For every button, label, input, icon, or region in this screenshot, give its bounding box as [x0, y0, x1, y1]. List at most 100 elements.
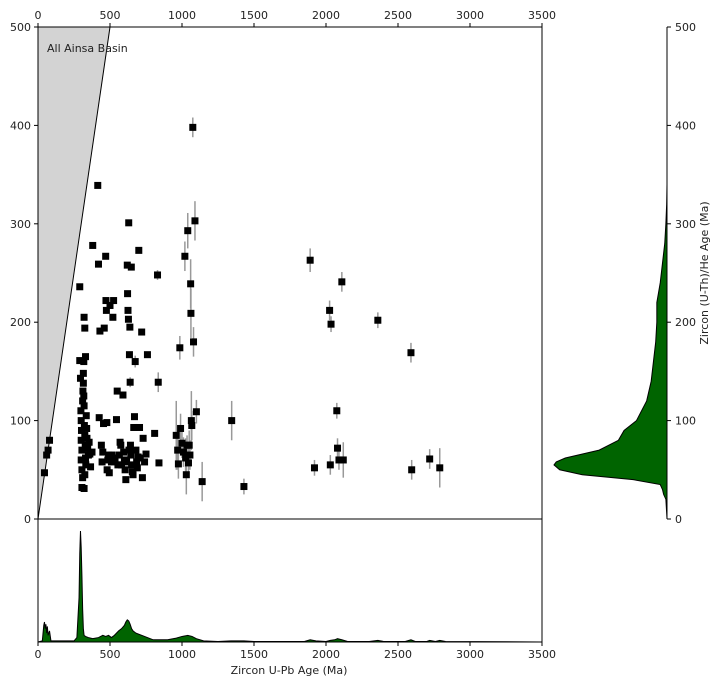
- data-point: [95, 414, 103, 422]
- data-point: [76, 374, 84, 382]
- uthhe-kde-area: [553, 27, 668, 520]
- data-point: [126, 441, 134, 449]
- data-point: [87, 463, 95, 471]
- data-point: [190, 338, 198, 346]
- data-point: [112, 416, 120, 424]
- data-point: [141, 458, 149, 466]
- data-point: [179, 448, 187, 456]
- data-point: [123, 458, 131, 466]
- data-point: [85, 438, 93, 446]
- data-point: [82, 353, 90, 361]
- data-point: [125, 446, 133, 454]
- data-point: [310, 464, 318, 472]
- data-point: [118, 461, 126, 469]
- data-point: [127, 451, 135, 459]
- top-x-tick-label: 2500: [384, 9, 412, 22]
- data-point: [174, 460, 182, 468]
- data-point: [126, 378, 134, 386]
- data-point: [436, 464, 444, 472]
- data-point: [138, 474, 146, 482]
- main-axes-frame: [37, 26, 543, 520]
- bottom-x-tick-label: 0: [35, 648, 42, 661]
- data-point: [125, 219, 133, 227]
- data-point: [77, 426, 85, 434]
- data-point: [40, 469, 48, 477]
- data-point: [334, 444, 342, 452]
- data-point: [181, 252, 189, 260]
- data-point: [178, 439, 186, 447]
- data-point: [78, 466, 86, 474]
- data-point: [326, 461, 334, 469]
- data-point: [133, 458, 141, 466]
- data-point: [80, 358, 88, 366]
- data-point: [82, 412, 90, 420]
- top-x-tick-label: 3500: [528, 9, 556, 22]
- data-point: [136, 454, 144, 462]
- data-point: [182, 454, 190, 462]
- left-y-tick-label: 300: [10, 218, 31, 231]
- data-point: [121, 466, 129, 474]
- data-point: [338, 278, 346, 286]
- data-point: [125, 351, 133, 359]
- data-point: [115, 451, 123, 459]
- data-point: [105, 469, 113, 477]
- data-point: [188, 422, 196, 430]
- right-y-tick-label: 0: [675, 513, 682, 526]
- data-point: [105, 451, 113, 459]
- data-point: [96, 327, 104, 335]
- x-axis-label: Zircon U-Pb Age (Ma): [231, 664, 348, 677]
- data-point: [124, 290, 132, 298]
- data-point: [172, 431, 180, 439]
- data-point: [129, 471, 137, 479]
- left-y-tick-label: 500: [10, 21, 31, 34]
- data-point: [228, 417, 236, 425]
- data-point: [155, 459, 163, 467]
- bottom-x-tick-label: 2000: [312, 648, 340, 661]
- right-y-tick-label: 400: [675, 119, 696, 132]
- data-point: [79, 387, 87, 395]
- data-point: [327, 320, 335, 328]
- data-point: [187, 309, 195, 317]
- data-point: [189, 123, 197, 131]
- data-point: [133, 464, 141, 472]
- data-point: [192, 408, 200, 416]
- right-y-tick-label: 500: [675, 21, 696, 34]
- data-point: [82, 461, 90, 469]
- data-point: [77, 436, 85, 444]
- data-point: [80, 313, 88, 321]
- right-y-tick-label: 200: [675, 316, 696, 329]
- data-point: [184, 459, 192, 467]
- data-point: [97, 441, 105, 449]
- bottom-x-tick-label: 3500: [528, 648, 556, 661]
- data-point: [117, 441, 125, 449]
- data-point: [83, 434, 91, 442]
- data-point: [426, 455, 434, 463]
- data-point: [44, 446, 52, 454]
- data-point: [100, 324, 108, 332]
- data-point: [187, 417, 195, 425]
- data-point: [110, 297, 118, 305]
- data-point: [136, 423, 144, 431]
- data-point: [98, 458, 106, 466]
- data-point: [128, 461, 136, 469]
- data-point: [113, 387, 121, 395]
- top-x-tick-label: 1000: [168, 9, 196, 22]
- right-y-tick-label: 300: [675, 218, 696, 231]
- data-point: [123, 261, 131, 269]
- data-point: [185, 441, 193, 449]
- data-point: [107, 458, 115, 466]
- data-point: [306, 256, 314, 264]
- data-point: [132, 446, 140, 454]
- bottom-x-tick-label: 3000: [456, 648, 484, 661]
- data-point: [339, 456, 347, 464]
- data-point: [89, 241, 97, 249]
- data-point: [102, 306, 110, 314]
- data-point: [106, 301, 114, 309]
- data-point: [124, 306, 132, 314]
- data-point: [84, 444, 92, 452]
- bottom-x-tick-label: 1000: [168, 648, 196, 661]
- data-point: [79, 474, 87, 482]
- bottom-kde-panel: 0 500 1000 1500 2000 2500 3000 3500: [35, 519, 556, 661]
- data-point: [154, 271, 162, 279]
